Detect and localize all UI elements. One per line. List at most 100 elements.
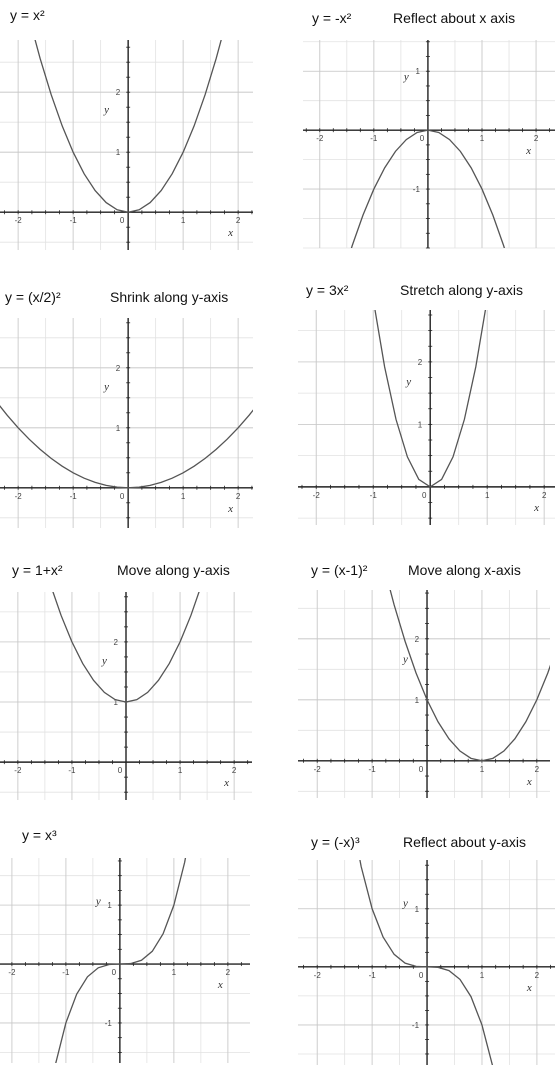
curve [34,40,222,213]
y-tick-label: 1 [116,424,121,433]
plot-area [55,858,187,1063]
y-tick-label: -1 [105,1019,113,1028]
x-axis-label: x [526,776,532,788]
curve [52,592,200,703]
x-tick-label: -2 [314,971,322,980]
x-tick-label: 0 [120,216,125,225]
panel: y = x³ -2 -1 0 1 2 -1 1 x y [0,827,250,1063]
chart-title: y = x² [10,7,45,23]
x-tick-label: -1 [70,216,78,225]
x-axis-label: x [217,979,223,991]
x-tick-label: 0 [118,766,123,775]
x-tick-label: -1 [370,134,378,143]
x-tick-label: -2 [15,492,23,501]
y-tick-label: 1 [415,905,420,914]
y-tick-label: 2 [418,358,423,367]
plot-area [52,592,200,703]
chart-title: y = (-x)³ [311,834,360,850]
x-tick-label: 1 [172,968,177,977]
y-axis-label: y [403,71,409,83]
x-tick-label: 0 [120,492,125,501]
curve [55,858,187,1063]
y-tick-label: -1 [412,1021,420,1030]
annotation: Reflect about y-axis [403,834,526,850]
y-tick-label: 1 [116,148,121,157]
chart-title: y = (x-1)² [311,562,368,578]
y-tick-label: 2 [116,88,121,97]
plot-area [389,590,550,762]
y-axis-label: y [95,895,101,907]
chart-title: y = x³ [22,827,57,843]
curve [374,310,487,488]
x-tick-label: -1 [70,492,78,501]
panel: y = (-x)³ Reflect about y-axis -2 -1 0 1 2 -1 1 x… [298,834,555,1065]
y-tick-label: 1 [415,67,420,76]
x-tick-label: -1 [369,971,377,980]
x-tick-label: -2 [14,766,22,775]
y-tick-label: 1 [114,698,119,707]
x-tick-label: 0 [112,968,117,977]
annotation: Shrink along y-axis [110,289,228,305]
y-tick-label: 2 [415,635,420,644]
curve [350,129,506,248]
x-tick-label: -1 [369,765,377,774]
x-tick-label: 2 [226,968,231,977]
curve [359,860,494,1065]
chart-title: y = 1+x² [12,562,63,578]
x-tick-label: 0 [420,134,425,143]
panel: y = -x² Reflect about x axis -2 -1 0 1 2 -1 1 x y [303,10,555,249]
x-axis-label: x [227,503,233,515]
x-tick-label: 1 [181,216,186,225]
x-tick-label: 1 [485,491,490,500]
annotation: Reflect about x axis [393,10,515,26]
x-tick-label: 2 [542,491,547,500]
plot-area [359,860,494,1065]
x-tick-label: 2 [534,134,539,143]
x-tick-label: -2 [314,765,322,774]
x-tick-label: -2 [8,968,16,977]
y-axis-label: y [103,381,109,393]
x-axis-label: x [223,777,229,789]
y-tick-label: 2 [116,364,121,373]
plot-area [34,40,222,213]
annotation: Move along y-axis [117,562,230,578]
y-axis-label: y [402,653,408,665]
plot-area [374,310,487,488]
y-tick-label: -1 [413,185,421,194]
x-axis-label: x [533,502,539,514]
x-axis-label: x [525,145,531,157]
y-axis-label: y [405,376,411,388]
y-tick-label: 1 [415,696,420,705]
x-tick-label: 2 [535,971,540,980]
plot-area [350,129,506,248]
y-tick-label: 1 [418,420,423,429]
x-axis-label: x [227,227,233,239]
x-tick-label: 1 [480,971,485,980]
x-tick-label: -1 [370,491,378,500]
x-tick-label: 2 [236,216,241,225]
y-axis-label: y [103,104,109,116]
annotation: Move along x-axis [408,562,521,578]
annotation: Stretch along y-axis [400,282,523,298]
y-tick-label: 2 [114,638,119,647]
chart-title: y = -x² [312,10,352,26]
chart-title: y = 3x² [306,282,349,298]
x-tick-label: 1 [480,134,485,143]
x-tick-label: -2 [316,134,324,143]
chart-title: y = (x/2)² [5,289,61,305]
x-axis-label: x [526,982,532,994]
x-tick-label: -2 [15,216,23,225]
x-tick-label: 0 [419,971,424,980]
x-tick-label: 1 [480,765,485,774]
x-tick-label: 1 [178,766,183,775]
plot-area [0,405,253,489]
y-axis-label: y [402,898,408,910]
y-tick-label: 1 [107,901,112,910]
